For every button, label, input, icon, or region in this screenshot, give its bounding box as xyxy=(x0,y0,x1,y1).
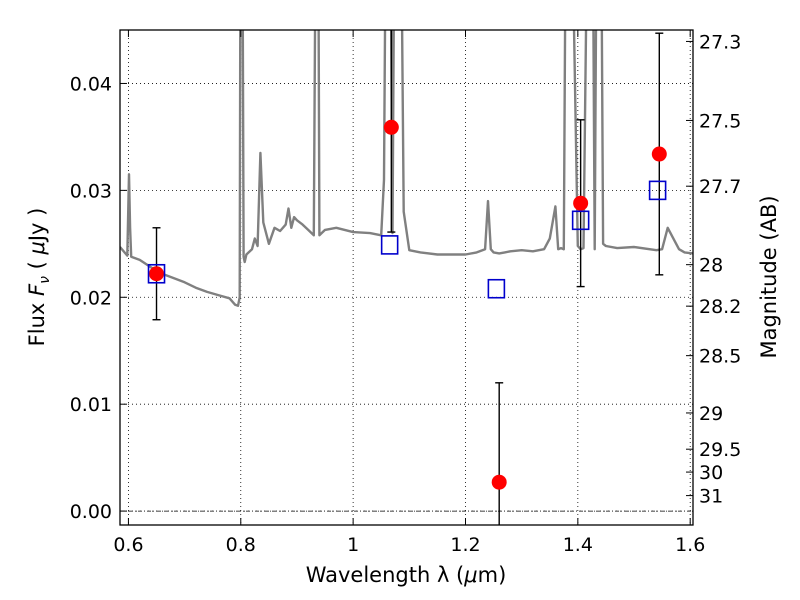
observed-flux-point xyxy=(573,195,589,211)
y-tick-label: 0.00 xyxy=(70,501,112,523)
axis-ticks: 0.6 0.8 1 1.2 1.4 1.6 0.00 0.01 0.02 0.03 0.04 27.3… xyxy=(70,30,741,556)
plot-area xyxy=(120,30,693,525)
x-tick-label: 1 xyxy=(347,534,359,556)
plot-frame xyxy=(119,29,694,526)
observed-flux-point xyxy=(149,266,165,282)
model-flux-square xyxy=(648,180,667,201)
x-axis-label: Wavelength λ (μm) xyxy=(306,563,507,587)
model-flux-square xyxy=(571,210,590,231)
right-tick-label: 27.7 xyxy=(699,176,741,198)
right-tick-label: 27.5 xyxy=(699,110,741,132)
x-tick-label: 1.6 xyxy=(675,534,705,556)
model-flux-square xyxy=(380,235,399,255)
right-tick-label: 31 xyxy=(699,486,723,508)
x-tick-label: 0.8 xyxy=(226,534,256,556)
model-spectrum-line xyxy=(120,30,693,307)
right-tick-label: 28.5 xyxy=(699,346,741,368)
y-axis-right-label: Magnitude (AB) xyxy=(757,195,781,358)
y-tick-label: 0.04 xyxy=(70,73,112,95)
right-tick-label: 29 xyxy=(699,403,723,425)
observed-flux-point xyxy=(491,474,507,490)
right-tick-label: 29.5 xyxy=(699,439,741,461)
y-axis-left-label: Flux Fν ( μJy ) xyxy=(25,208,53,347)
observed-flux-point xyxy=(383,119,399,135)
x-tick-label: 0.6 xyxy=(113,534,143,556)
model-flux-square xyxy=(147,263,166,284)
right-tick-label: 27.3 xyxy=(699,31,741,53)
grid xyxy=(120,30,693,525)
model-flux-square xyxy=(487,278,506,299)
y-tick-label: 0.03 xyxy=(70,180,112,202)
observed-flux-point xyxy=(651,146,667,162)
y-tick-label: 0.02 xyxy=(70,287,112,309)
x-tick-label: 1.4 xyxy=(563,534,593,556)
right-tick-label: 28 xyxy=(699,255,723,277)
y-tick-label: 0.01 xyxy=(70,394,112,416)
right-tick-label: 30 xyxy=(699,462,723,484)
x-tick-label: 1.2 xyxy=(450,534,480,556)
right-tick-label: 28.2 xyxy=(699,296,741,318)
